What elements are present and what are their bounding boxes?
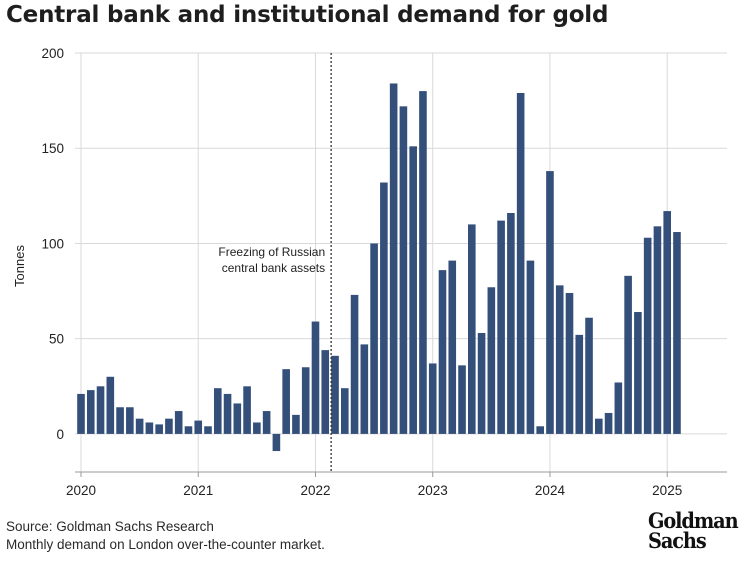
bar	[477, 332, 486, 434]
annotation-label-line-1: Freezing of Russian	[218, 245, 325, 259]
methodology-note: Monthly demand on London over-the-counte…	[6, 537, 325, 552]
bar	[292, 414, 300, 434]
x-tick-label: 2025	[652, 483, 682, 498]
footer: Source: Goldman Sachs Research Monthly d…	[6, 518, 325, 554]
bar	[223, 393, 232, 434]
bar	[643, 237, 652, 434]
x-axis-ticks: 2020 2021 2022 2023 2024 2025	[66, 472, 682, 498]
y-tick-label: 50	[49, 332, 64, 347]
x-tick-label: 2023	[418, 483, 448, 498]
chart-title: Central bank and institutional demand fo…	[6, 2, 609, 28]
bar	[233, 403, 242, 434]
y-tick-label: 150	[41, 141, 64, 156]
bar	[272, 433, 281, 452]
bar	[135, 418, 144, 434]
logo-line-1: Goldman	[648, 508, 739, 533]
x-tick-label: 2021	[183, 483, 213, 498]
bar	[448, 260, 457, 434]
bar	[624, 275, 632, 434]
bar	[126, 407, 134, 434]
bar	[438, 270, 447, 434]
bar	[575, 334, 584, 434]
bar	[106, 376, 115, 434]
bar	[536, 426, 544, 434]
bar	[174, 411, 183, 434]
bar	[184, 426, 193, 434]
bar	[497, 220, 505, 434]
bar	[165, 418, 173, 434]
bar	[614, 382, 623, 434]
bar	[673, 232, 681, 434]
bar	[389, 83, 398, 434]
bar	[340, 388, 349, 434]
bar	[595, 418, 603, 434]
bar	[194, 420, 203, 434]
bar	[468, 224, 476, 434]
bar	[409, 146, 417, 434]
bar	[604, 412, 613, 434]
bar	[86, 390, 95, 434]
bar	[155, 424, 163, 434]
x-tick-label: 2024	[535, 483, 566, 498]
goldman-sachs-logo: Goldman Sachs	[648, 508, 739, 553]
bar	[487, 287, 496, 434]
bar	[321, 350, 330, 434]
bar	[301, 367, 310, 434]
bar	[262, 411, 271, 434]
bar	[253, 422, 261, 434]
y-tick-label: 0	[56, 427, 64, 442]
bar	[145, 422, 154, 434]
y-axis-ticks: 0 50 100 150 200	[41, 46, 64, 442]
bar	[546, 171, 554, 434]
logo-line-2: Sachs	[648, 528, 707, 553]
bar	[458, 365, 466, 434]
bar	[213, 388, 222, 434]
bar	[507, 212, 515, 434]
bar-chart: 0 50 100 150 200 Tonnes 2020 2021 2022 2023 2024…	[12, 46, 727, 498]
bar	[370, 243, 378, 434]
bars	[77, 83, 681, 452]
bar	[204, 426, 212, 434]
bar	[331, 355, 339, 434]
bar	[565, 292, 574, 434]
bar	[96, 386, 105, 434]
bar	[663, 211, 671, 434]
bar	[380, 182, 388, 434]
bar	[116, 407, 124, 434]
bar	[77, 393, 85, 434]
bar	[516, 92, 525, 434]
y-tick-label: 100	[41, 236, 64, 251]
bar	[243, 386, 251, 434]
bar	[555, 285, 564, 434]
bar	[399, 106, 408, 434]
bar	[350, 294, 359, 434]
x-tick-label: 2020	[66, 483, 96, 498]
y-axis-label: Tonnes	[12, 245, 27, 287]
y-tick-label: 200	[41, 46, 64, 61]
bar	[653, 226, 662, 434]
source-note: Source: Goldman Sachs Research	[6, 519, 214, 534]
bar	[634, 312, 642, 434]
annotation-label-line-2: central bank assets	[222, 261, 325, 275]
bar	[428, 363, 437, 434]
bar	[419, 91, 427, 434]
bar	[311, 321, 320, 434]
bar	[585, 317, 593, 434]
bar	[282, 369, 290, 434]
x-tick-label: 2022	[300, 483, 330, 498]
bar	[360, 344, 369, 434]
bar	[526, 260, 535, 434]
